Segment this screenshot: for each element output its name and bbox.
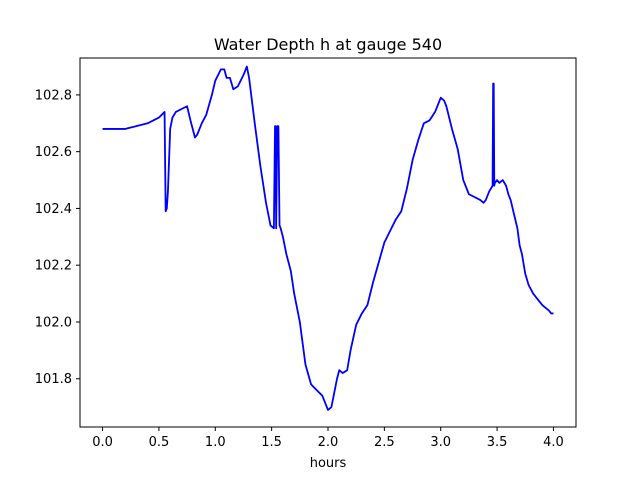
y-tick-label: 102.6 (35, 145, 72, 160)
series-line (102, 65, 554, 411)
x-tick-label: 2.0 (318, 435, 339, 450)
x-tick-label: 1.5 (261, 435, 282, 450)
y-tick-label: 102.0 (35, 315, 72, 330)
x-tick-label: 2.5 (374, 435, 395, 450)
x-tick-label: 3.5 (487, 435, 508, 450)
y-tick-label: 102.4 (35, 202, 72, 217)
x-tick-label: 0.0 (92, 435, 113, 450)
y-tick-label: 102.2 (35, 259, 72, 274)
x-axis-label: hours (310, 456, 347, 471)
x-tick-label: 3.0 (430, 435, 451, 450)
plot-area: 0.0 0.5 1.0 1.5 2.0 2.5 3.0 3.5 4.0 101.8102.010… (35, 57, 577, 450)
x-tick-label: 0.5 (149, 435, 170, 450)
chart-title: Water Depth h at gauge 540 (214, 35, 442, 54)
x-tick-label: 1.0 (205, 435, 226, 450)
x-tick-label: 4.0 (543, 435, 564, 450)
x-axis-ticks: 0.0 0.5 1.0 1.5 2.0 2.5 3.0 3.5 4.0 (92, 427, 564, 450)
axes-frame (79, 57, 577, 428)
y-tick-label: 102.8 (35, 88, 72, 103)
y-tick-label: 101.8 (35, 372, 72, 387)
y-axis-ticks: 101.8 102.0 102.2 102.4 102.6 102.8 (35, 88, 80, 387)
